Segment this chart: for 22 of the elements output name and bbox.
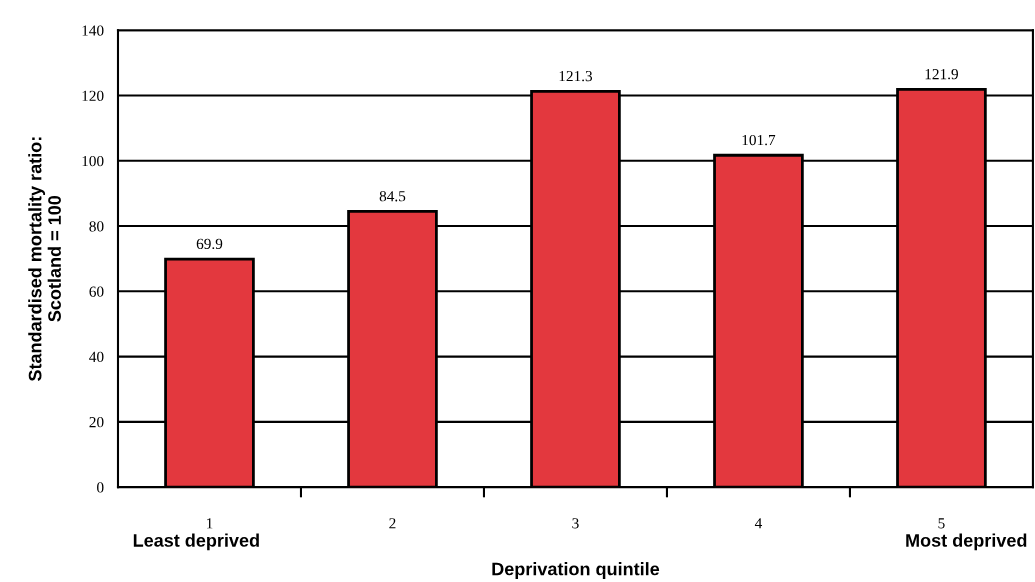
data-label: 101.7 <box>742 134 776 146</box>
text: Most deprived <box>906 533 1027 551</box>
data-label: 69.9 <box>196 238 223 250</box>
data-label: 121.9 <box>925 69 958 80</box>
y-tick-label: 40 <box>89 351 104 363</box>
y-tick-label: 60 <box>89 286 104 297</box>
x-tick-label: 3 <box>572 518 579 529</box>
x-tick-label: 2 <box>389 518 396 529</box>
data-label: 121.3 <box>559 70 593 82</box>
x-tick-label: 4 <box>754 518 763 529</box>
y-tick-label: 80 <box>89 221 104 232</box>
y-axis-title: Standardised mortality ratio: Scotland = 100 <box>28 137 61 382</box>
y-tick-label: 140 <box>82 25 104 36</box>
y-tick-label: 20 <box>89 417 104 428</box>
x-tick-label: 1 <box>207 518 213 529</box>
x-tick-label: 5 <box>938 518 945 529</box>
y-tick-label: 100 <box>82 155 104 167</box>
text: Least deprived <box>133 533 259 551</box>
y-tick-label: 0 <box>97 482 104 493</box>
x-axis-title: Deprivation quintile <box>492 562 660 579</box>
data-label: 84.5 <box>379 191 406 202</box>
y-tick-label: 120 <box>82 90 104 101</box>
